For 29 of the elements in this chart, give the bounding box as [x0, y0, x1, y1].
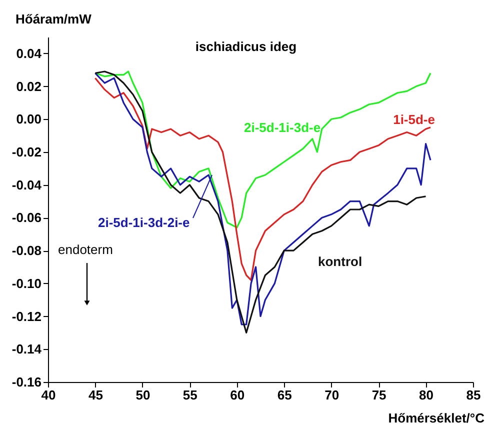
y-tick-label: 0.00	[16, 112, 42, 127]
x-tick-label: 45	[88, 388, 103, 402]
y-tick-label: -0.12	[12, 308, 42, 324]
y-tick-label: -0.16	[12, 374, 42, 390]
x-tick-label: 40	[41, 388, 56, 402]
x-tick-label: 70	[324, 388, 340, 402]
x-tick-label: 50	[136, 388, 150, 402]
y-tick-label: -0.08	[12, 243, 42, 258]
x-axis-title: Hőmérséklet/°C	[388, 410, 486, 426]
x-tick-label: 75	[372, 388, 386, 402]
x-tick-label: 55	[182, 388, 198, 402]
series-label: 2i-5d-1i-3d-e	[244, 120, 321, 135]
y-tick-label: -0.06	[12, 210, 42, 226]
annotation: endoterm	[58, 242, 113, 257]
series-label: 1i-5d-e	[393, 112, 435, 127]
x-tick-label: 60	[230, 388, 245, 402]
x-tick-label: 85	[466, 388, 481, 402]
y-tick-label: 0.04	[16, 46, 42, 61]
y-tick-label: -0.10	[12, 276, 42, 291]
x-tick-label: 80	[419, 388, 434, 402]
chart-title: ischiadicus ideg	[195, 39, 297, 54]
x-tick-label: 65	[277, 388, 292, 402]
y-tick-label: -0.02	[12, 144, 42, 160]
y-axis-title: Hőáram/mW	[16, 12, 92, 26]
y-tick-label: -0.14	[12, 342, 42, 357]
y-tick-label: 0.02	[16, 78, 42, 94]
text: 2i-5d-1i-3d-2i-e	[98, 215, 190, 230]
series-label: kontrol	[318, 254, 362, 269]
y-tick-label: -0.04	[12, 177, 42, 192]
